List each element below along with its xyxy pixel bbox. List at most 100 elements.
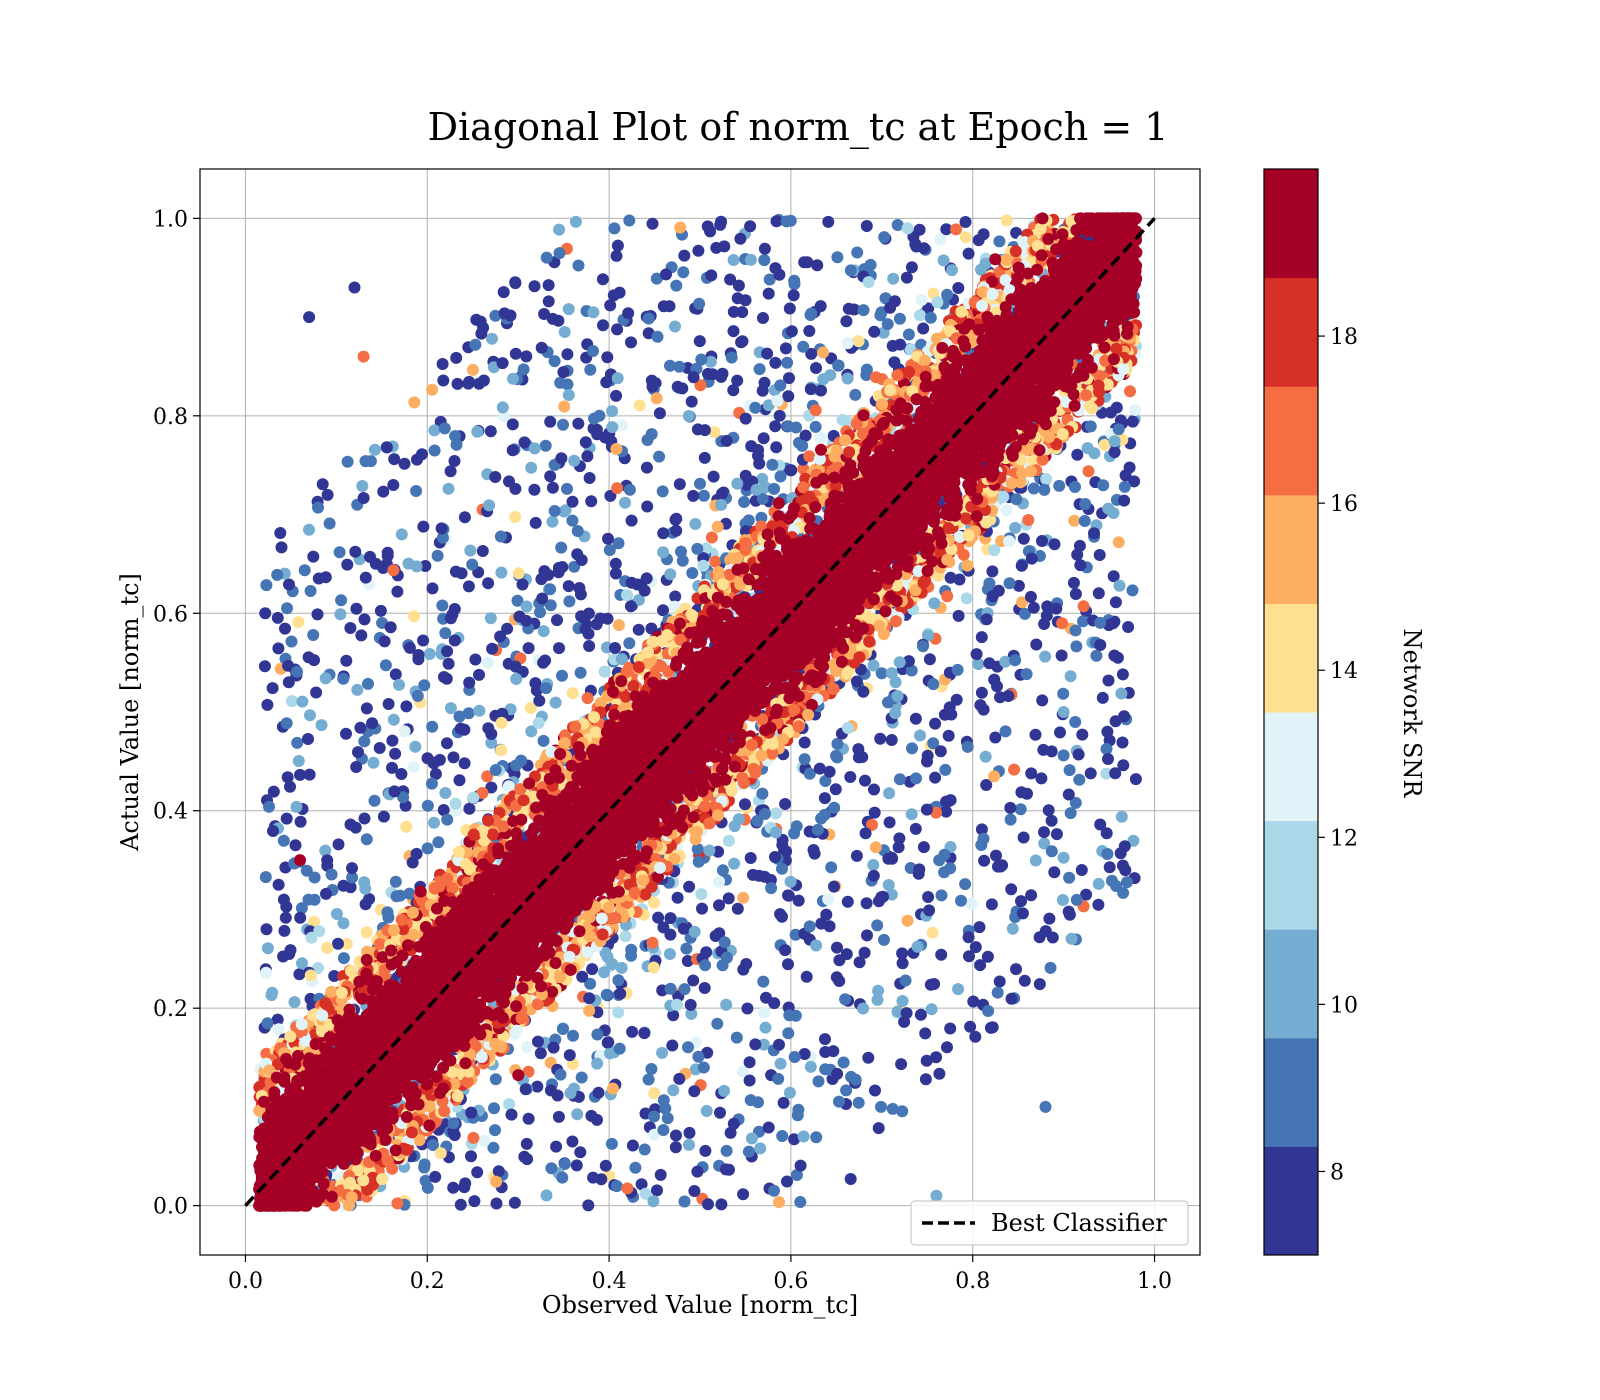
scatter-point — [702, 367, 714, 380]
scatter-point — [920, 1054, 933, 1067]
scatter-point — [582, 1199, 595, 1212]
scatter-point — [498, 307, 511, 320]
scatter-point — [900, 271, 913, 284]
scatter-point — [783, 1086, 796, 1099]
scatter-point — [920, 803, 933, 816]
scatter-point — [544, 599, 557, 612]
scatter-point — [381, 906, 394, 919]
scatter-point — [344, 622, 357, 634]
scatter-point — [718, 1084, 731, 1097]
scatter-point — [555, 541, 568, 554]
scatter-point — [814, 431, 827, 444]
scatter-point — [773, 409, 786, 422]
scatter-point — [783, 1009, 796, 1022]
scatter-point — [1022, 514, 1035, 526]
scatter-point — [1029, 728, 1042, 741]
scatter-point — [417, 520, 430, 533]
scatter-point — [585, 1109, 598, 1122]
scatter-point — [1000, 214, 1013, 227]
scatter-point — [437, 374, 450, 387]
scatter-point — [1073, 773, 1086, 786]
scatter-point — [677, 922, 690, 935]
scatter-point — [487, 1141, 500, 1154]
scatter-point — [648, 1087, 661, 1100]
scatter-point — [828, 801, 841, 814]
scatter-point — [279, 911, 292, 924]
scatter-point — [762, 1121, 775, 1134]
scatter-point — [975, 686, 988, 699]
scatter-point — [919, 1073, 932, 1086]
scatter-point — [509, 511, 522, 523]
scatter-point — [698, 982, 711, 994]
scatter-point — [702, 1198, 714, 1211]
scatter-point — [1076, 728, 1089, 741]
scatter-point — [522, 1112, 535, 1125]
scatter-point — [688, 925, 701, 938]
scatter-point — [699, 959, 712, 972]
scatter-point — [1063, 764, 1076, 777]
scatter-point — [292, 755, 305, 767]
scatter-point — [961, 740, 974, 753]
scatter-point — [332, 838, 345, 851]
scatter-point — [603, 544, 616, 556]
scatter-point — [869, 841, 882, 854]
scatter-point — [692, 244, 705, 257]
scatter-point — [581, 692, 594, 705]
scatter-point — [716, 367, 729, 380]
scatter-point — [601, 612, 614, 625]
scatter-point — [859, 827, 872, 840]
scatter-point — [529, 516, 542, 529]
scatter-point — [484, 425, 497, 438]
scatter-point — [681, 955, 694, 967]
scatter-point — [340, 937, 353, 950]
scatter-point — [271, 1013, 284, 1026]
scatter-point — [547, 1041, 560, 1054]
scatter-point — [542, 295, 555, 308]
scatter-point — [1043, 912, 1056, 925]
scatter-point — [421, 842, 434, 855]
scatter-point — [611, 239, 624, 252]
scatter-point — [469, 338, 482, 351]
scatter-point — [561, 348, 574, 361]
scatter-point — [553, 642, 565, 655]
scatter-point — [625, 336, 637, 349]
scatter-point — [266, 986, 279, 999]
scatter-point — [364, 455, 377, 468]
scatter-point — [1057, 687, 1070, 700]
scatter-point — [1040, 473, 1053, 485]
scatter-point — [911, 940, 924, 953]
scatter-point — [969, 1030, 982, 1043]
scatter-point — [993, 975, 1006, 988]
scatter-point — [545, 1162, 558, 1175]
scatter-point — [633, 399, 646, 412]
scatter-point — [917, 841, 930, 854]
scatter-point — [1054, 726, 1066, 739]
scatter-point — [992, 860, 1004, 873]
scatter-point — [833, 975, 846, 987]
scatter-point — [934, 233, 947, 246]
scatter-point — [990, 849, 1002, 862]
scatter-point — [465, 1106, 478, 1119]
scatter-point — [831, 251, 844, 264]
scatter-point — [585, 495, 598, 508]
scatter-point — [606, 421, 619, 434]
scatter-point — [713, 899, 725, 912]
scatter-point — [533, 694, 546, 707]
scatter-point — [638, 1143, 651, 1156]
scatter-point — [950, 223, 963, 236]
scatter-point — [1009, 521, 1022, 534]
scatter-point — [520, 1137, 533, 1150]
scatter-point — [621, 1182, 634, 1195]
scatter-point — [693, 335, 706, 348]
scatter-point — [473, 377, 486, 390]
scatter-point — [496, 357, 509, 370]
scatter-point — [319, 844, 332, 857]
scatter-point — [836, 413, 849, 426]
scatter-point — [544, 415, 557, 428]
scatter-point — [819, 1033, 831, 1046]
scatter-point — [426, 720, 439, 733]
scatter-point — [263, 800, 275, 813]
scatter-point — [850, 675, 863, 688]
scatter-point — [724, 273, 737, 286]
scatter-point — [963, 950, 975, 963]
